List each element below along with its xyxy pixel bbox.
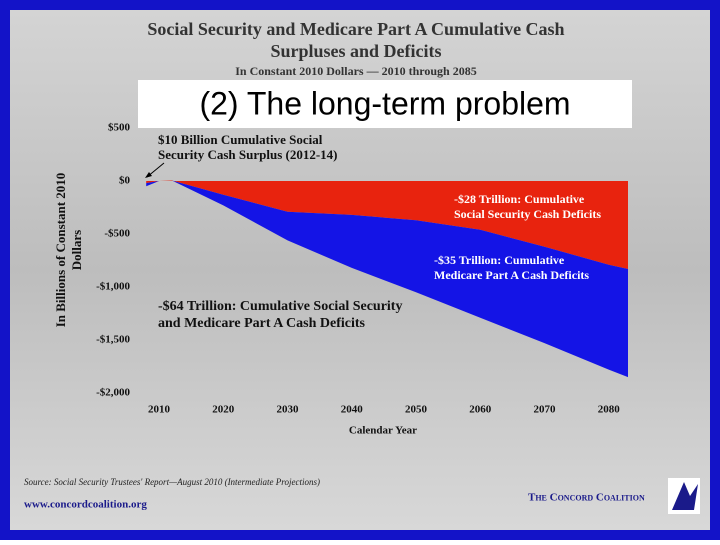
x-tick-label: 2080: [598, 404, 621, 416]
annotation: -$35 Trillion: Cumulative: [434, 253, 565, 267]
x-tick-label: 2030: [277, 404, 300, 416]
y-axis-label: In Billions of Constant 2010: [53, 173, 68, 328]
y-tick-label: -$2,000: [96, 387, 130, 399]
area: [146, 180, 628, 269]
slide-title: (2) The long-term problem: [199, 85, 570, 121]
x-tick-label: 2020: [212, 404, 235, 416]
x-tick-label: 2070: [533, 404, 556, 416]
website: www.concordcoalition.org: [24, 499, 147, 511]
x-axis-label: Calendar Year: [349, 425, 417, 437]
logo-shape: [672, 482, 698, 510]
x-tick-label: 2010: [148, 404, 171, 416]
source: Source: Social Security Trustees' Report…: [24, 477, 320, 487]
chart-title: Social Security and Medicare Part A Cumu…: [147, 19, 564, 39]
x-tick-label: 2050: [405, 404, 428, 416]
area: [146, 180, 628, 378]
chart-title: Surpluses and Deficits: [270, 41, 441, 61]
annotation: -$28 Trillion: Cumulative: [454, 192, 585, 206]
annotation: and Medicare Part A Cash Deficits: [158, 316, 366, 331]
annotation: Medicare Part A Cash Deficits: [434, 268, 589, 282]
arrow-head: [145, 172, 152, 178]
chart-subtitle: In Constant 2010 Dollars — 2010 through …: [235, 64, 476, 78]
annotation: $10 Billion Cumulative Social: [158, 132, 323, 147]
y-axis-label: Dollars: [69, 230, 84, 270]
y-tick-label: -$1,000: [96, 281, 130, 293]
y-tick-label: $0: [119, 175, 131, 187]
annotation: Social Security Cash Deficits: [454, 207, 601, 221]
y-tick-label: -$500: [104, 228, 130, 240]
x-tick-label: 2060: [469, 404, 492, 416]
y-tick-label: $500: [108, 122, 131, 134]
annotation: -$64 Trillion: Cumulative Social Securit…: [158, 299, 402, 314]
y-tick-label: -$1,500: [96, 334, 130, 346]
x-tick-label: 2040: [341, 404, 364, 416]
slide-title-box: [138, 80, 632, 128]
plot: $500 $0 -$500 -$1,000 -$1,500 -$2,000 2010 2020…: [96, 122, 628, 416]
logo-text: The Concord Coalition: [528, 492, 645, 504]
annotation: Security Cash Surplus (2012-14): [158, 147, 338, 162]
